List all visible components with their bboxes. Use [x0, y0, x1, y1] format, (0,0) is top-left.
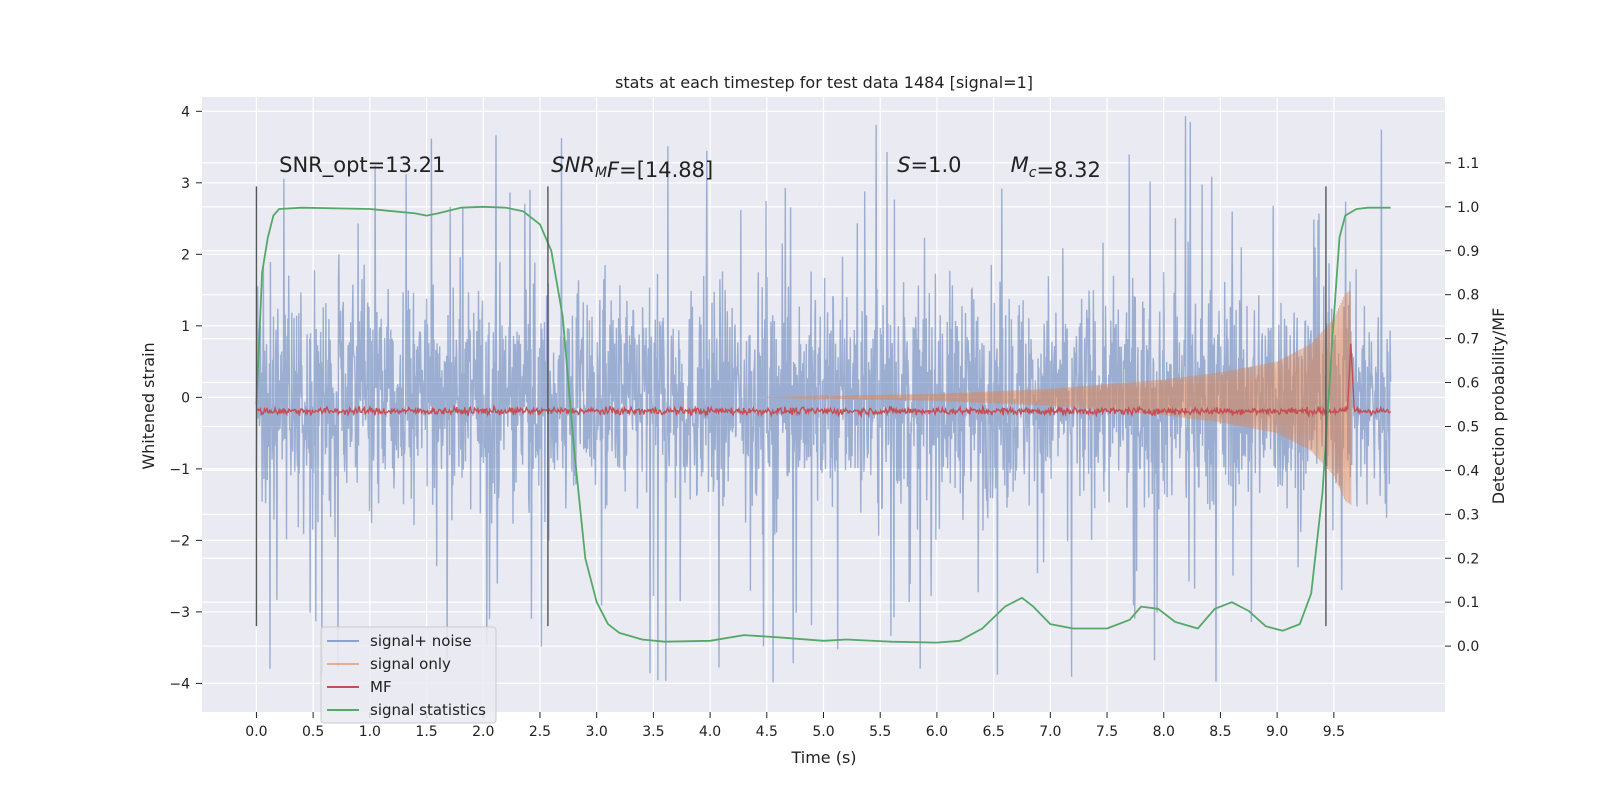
- x-tick-label: 4.5: [756, 724, 778, 740]
- x-tick-label: 3.0: [586, 724, 608, 740]
- annotation: SNR_opt=13.21: [279, 153, 445, 178]
- y2-tick-label: 0.2: [1457, 551, 1479, 567]
- annotation-value: =[14.88]: [619, 158, 713, 182]
- y2-tick-label: 0.6: [1457, 376, 1479, 392]
- y2-tick-label: 0.9: [1457, 244, 1479, 260]
- y-tick-label: 1: [181, 319, 190, 335]
- y-tick-label: −1: [169, 462, 190, 478]
- legend-label: signal+ noise: [370, 632, 472, 650]
- y2-tick-label: 0.0: [1457, 639, 1479, 655]
- legend-label: MF: [370, 678, 392, 696]
- annotation-math: SNR: [551, 153, 595, 177]
- x-tick-label: 8.5: [1209, 724, 1231, 740]
- legend-box: [320, 626, 497, 724]
- annotation-value: =1.0: [911, 153, 962, 177]
- y-axis: 4 3 2 1 0 −1 −2 −3 −4: [169, 104, 202, 692]
- x-tick-label: 5.5: [869, 724, 891, 740]
- y-tick-label: −3: [169, 605, 190, 621]
- x-tick-label: 6.0: [926, 724, 948, 740]
- legend: signal+ noise signal only MF signal statist…: [320, 626, 497, 724]
- x-tick-label: 5.0: [812, 724, 834, 740]
- y2-tick-label: 0.3: [1457, 507, 1479, 523]
- annotation: S=1.0: [897, 153, 961, 177]
- y2-tick-label: 1.1: [1457, 156, 1479, 172]
- x-tick-label: 2.5: [529, 724, 551, 740]
- x-tick-label: 2.0: [472, 724, 494, 740]
- x-axis: 0.0 0.5 1.0 1.5 2.0 2.5 3.0 3.5 4.0 4.5 5.0 5.5 6.0 6…: [245, 712, 1345, 740]
- x-tick-label: 7.0: [1039, 724, 1061, 740]
- annotation: SNRMF=[14.88]: [551, 153, 713, 182]
- legend-label: signal only: [370, 655, 451, 673]
- annotation: Mc=8.32: [1011, 153, 1101, 182]
- y-tick-label: −2: [169, 533, 190, 549]
- y2-tick-label: 0.1: [1457, 595, 1479, 611]
- x-tick-label: 1.5: [415, 724, 437, 740]
- chart-title: stats at each timestep for test data 148…: [615, 73, 1033, 92]
- y-axis-label: Whitened strain: [139, 342, 158, 469]
- y2-tick-label: 0.7: [1457, 332, 1479, 348]
- x-tick-label: 0.5: [302, 724, 324, 740]
- x-tick-label: 4.0: [699, 724, 721, 740]
- x-axis-label: Time (s): [790, 748, 856, 767]
- x-tick-label: 6.5: [982, 724, 1004, 740]
- x-tick-label: 8.0: [1153, 724, 1175, 740]
- y2-tick-label: 0.5: [1457, 419, 1479, 435]
- annotation-math: S: [897, 153, 910, 177]
- legend-label: signal statistics: [370, 701, 486, 719]
- x-tick-label: 3.5: [642, 724, 664, 740]
- x-tick-label: 9.5: [1323, 724, 1345, 740]
- series-signal-only: [766, 290, 1352, 505]
- annotation-math: M: [1011, 153, 1029, 177]
- y2-axis: 0.0 0.1 0.2 0.3 0.4 0.5 0.6 0.7 0.8 0.9 1.0 1.1: [1445, 156, 1479, 655]
- annotation-value: =8.32: [1036, 158, 1100, 182]
- x-tick-label: 0.0: [245, 724, 267, 740]
- y-tick-label: −4: [169, 676, 190, 692]
- y-tick-label: 2: [181, 247, 190, 263]
- series-signal-statistics: [255, 205, 1391, 644]
- legend-items: signal+ noise signal only MF signal statist…: [327, 632, 486, 719]
- y2-tick-label: 1.0: [1457, 200, 1479, 216]
- annotation-layer: SNR_opt=13.21 SNRMF=[14.88] S=1.0 Mc=8.32: [279, 153, 1101, 182]
- annotation-subscript: M: [595, 165, 607, 181]
- y2-tick-label: 0.8: [1457, 288, 1479, 304]
- x-tick-label: 7.5: [1096, 724, 1118, 740]
- y-tick-label: 0: [181, 390, 190, 406]
- annotation-math-tail: F: [607, 158, 620, 182]
- marker-layer: [255, 186, 1327, 627]
- x-tick-label: 1.0: [359, 724, 381, 740]
- y2-axis-label: Detection probability/MF: [1489, 308, 1508, 505]
- series-mf: [256, 343, 1392, 419]
- y-tick-label: 3: [181, 176, 190, 192]
- annotation-subscript: c: [1029, 165, 1037, 181]
- x-tick-label: 9.0: [1266, 724, 1288, 740]
- series-layer: [255, 116, 1392, 683]
- y2-tick-label: 0.4: [1457, 463, 1479, 479]
- y-tick-label: 4: [181, 104, 190, 120]
